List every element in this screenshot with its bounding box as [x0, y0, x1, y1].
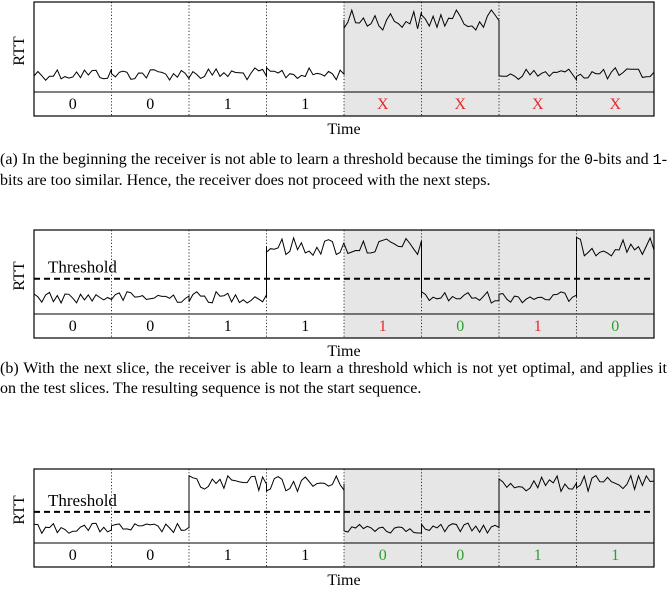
slice-label: 1	[224, 547, 232, 564]
caption-a-code-zero: 0	[583, 152, 593, 169]
slice-label: X	[532, 96, 544, 113]
slice-label: 0	[69, 547, 77, 564]
slice-label: 0	[69, 318, 77, 335]
slice-label: 1	[301, 318, 309, 335]
rtt-trace	[33, 236, 655, 305]
rtt-trace	[33, 8, 655, 82]
slice-label: 0	[69, 96, 77, 113]
panel-a: 0 0 1 1 X X X X RTT Time	[11, 1, 655, 138]
panel-frame	[33, 468, 655, 568]
slice-label: 0	[611, 318, 619, 335]
panel-c: Threshold 0 0 1 1 0 0 1 1 RTT Time	[11, 468, 655, 589]
slice-label: 1	[379, 318, 387, 335]
slice-label: 1	[301, 96, 309, 113]
threshold-label: Threshold	[48, 491, 117, 510]
slice-label: 0	[379, 547, 387, 564]
x-axis-label: Time	[327, 343, 360, 360]
threshold-label: Threshold	[48, 258, 117, 277]
slice-label: 0	[146, 547, 154, 564]
rtt-trace	[33, 474, 655, 535]
slice-label: X	[377, 96, 389, 113]
x-axis-label: Time	[327, 572, 360, 589]
caption-a: (a) In the beginning the receiver is not…	[0, 150, 667, 191]
x-axis-label: Time	[327, 121, 360, 138]
panel-b: Threshold 0 0 1 1 1 0 1 0 RTT Time	[11, 229, 655, 360]
caption-b: (b) With the next slice, the receiver is…	[0, 359, 667, 399]
caption-a-part3: -bits are too similar. Hence, the receiv…	[0, 151, 667, 189]
y-axis-label: RTT	[11, 261, 28, 290]
caption-a-part1: (a) In the beginning the receiver is not…	[0, 151, 584, 168]
slice-label: X	[454, 96, 466, 113]
y-axis-label: RTT	[11, 495, 28, 524]
slice-label: 1	[534, 547, 542, 564]
slice-label: 1	[301, 547, 309, 564]
y-axis-label: RTT	[11, 36, 28, 65]
slice-label: 0	[146, 318, 154, 335]
panel-frame	[33, 229, 655, 339]
slice-label: X	[609, 96, 621, 113]
slice-label: 0	[456, 318, 464, 335]
slice-label: 1	[224, 96, 232, 113]
slice-label: 1	[611, 547, 619, 564]
slice-label: 1	[224, 318, 232, 335]
slice-label: 0	[456, 547, 464, 564]
panel-frame	[33, 1, 655, 117]
caption-b-text: (b) With the next slice, the receiver is…	[0, 360, 667, 397]
caption-a-code-one: 1	[652, 152, 662, 169]
slice-label: 0	[146, 96, 154, 113]
slice-label: 1	[534, 318, 542, 335]
caption-a-part2: -bits and	[593, 151, 653, 168]
